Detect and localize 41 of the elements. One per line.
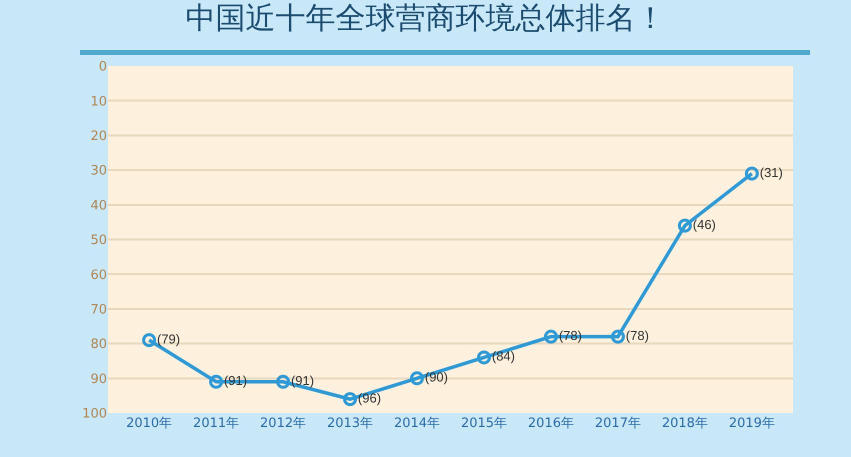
x-tick-label: 2016年 — [528, 416, 574, 431]
point — [410, 371, 424, 386]
y-tick-label: 60 — [90, 268, 107, 283]
x-tick-label: 2013年 — [326, 416, 374, 431]
data-label: (79) — [156, 331, 180, 346]
y-tick-label: 40 — [90, 198, 107, 214]
data-label: (96) — [358, 390, 382, 406]
data-label: (90) — [424, 370, 448, 385]
y-tick-label: 70 — [90, 302, 107, 318]
data-label: (91) — [224, 373, 248, 388]
point — [276, 374, 290, 389]
point — [610, 330, 625, 344]
y-tick-label: 80 — [90, 337, 107, 352]
chart-title: 中国近十年全球营商环境总体排名！ — [186, 0, 666, 36]
x-tick-label: 2019年 — [728, 416, 775, 431]
y-tick-label: 0 — [98, 60, 107, 75]
point — [142, 333, 156, 348]
x-tick-label: 2015年 — [460, 416, 508, 431]
point — [678, 218, 692, 233]
point — [209, 374, 224, 389]
y-tick-label: 100 — [82, 406, 107, 422]
point — [544, 330, 558, 344]
x-tick-label: 2018年 — [662, 416, 708, 431]
y-tick-label: 50 — [90, 233, 107, 248]
data-label: (91) — [290, 373, 314, 388]
data-label: (46) — [692, 216, 716, 232]
y-tick-label: 30 — [90, 164, 107, 179]
point — [744, 166, 759, 181]
x-tick-label: 2010年 — [126, 416, 172, 431]
y-tick-label: 10 — [90, 94, 107, 110]
point — [343, 392, 358, 406]
data-label: (84) — [492, 348, 515, 364]
y-tick-label: 90 — [90, 372, 107, 387]
y-tick-label: 20 — [90, 128, 107, 144]
x-tick-label: 2014年 — [394, 416, 440, 431]
x-tick-label: 2012年 — [260, 416, 306, 431]
point — [476, 350, 491, 364]
data-label: (31) — [760, 164, 783, 180]
x-tick-label: 2017年 — [594, 416, 641, 431]
data-label: (78) — [626, 328, 649, 343]
x-tick-label: 2011年 — [193, 416, 240, 431]
